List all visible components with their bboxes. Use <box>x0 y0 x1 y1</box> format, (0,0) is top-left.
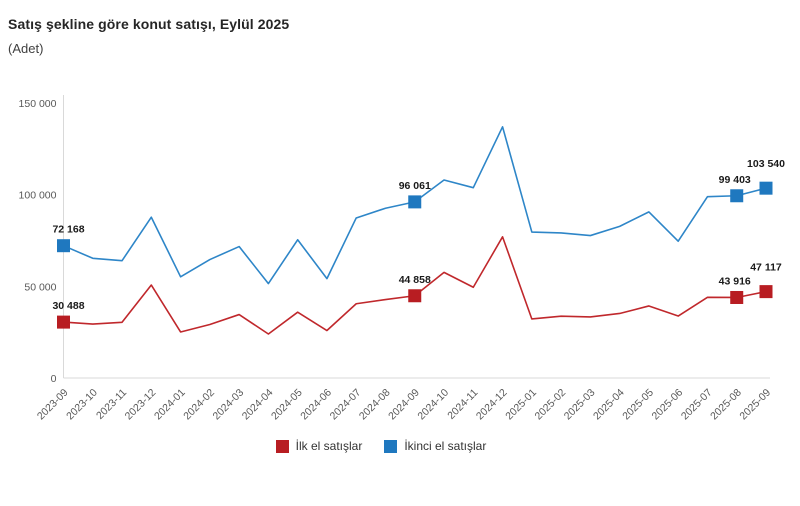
data-point-label: 43 916 <box>719 275 751 287</box>
y-tick-label: 100 000 <box>19 190 57 202</box>
x-tick-label: 2025-01 <box>503 387 539 423</box>
x-tick-label: 2024-06 <box>298 387 334 423</box>
x-tick-label: 2024-03 <box>211 387 247 423</box>
data-point-marker-ilk-el-satislar <box>408 289 422 303</box>
chart-subtitle: (Adet) <box>8 41 44 56</box>
y-tick-label: 50 000 <box>24 281 56 293</box>
data-point-marker-ikinci-el-satislar <box>408 195 422 209</box>
x-tick-label: 2023-09 <box>35 387 71 423</box>
x-tick-label: 2025-05 <box>620 387 656 423</box>
x-tick-label: 2023-10 <box>64 387 100 423</box>
x-tick-label: 2025-06 <box>650 387 686 423</box>
x-tick-label: 2024-12 <box>474 387 510 423</box>
legend-item-ilk-el-satislar[interactable]: İlk el satışlar <box>275 439 363 453</box>
legend-item-ikinci-el-satislar[interactable]: İkinci el satışlar <box>384 439 486 453</box>
data-point-label: 103 540 <box>747 158 785 170</box>
x-tick-label: 2025-07 <box>679 387 715 423</box>
data-point-label: 72 168 <box>52 224 84 236</box>
x-tick-label: 2024-09 <box>386 387 422 423</box>
legend-label: İlk el satışlar <box>295 439 363 453</box>
x-tick-label: 2025-09 <box>737 387 773 423</box>
chart-legend: İlk el satışlar İkinci el satışlar <box>0 439 762 453</box>
x-tick-label: 2025-08 <box>708 387 744 423</box>
x-tick-label: 2024-10 <box>415 387 451 423</box>
data-point-marker-ikinci-el-satislar <box>759 181 773 195</box>
data-point-marker-ikinci-el-satislar <box>57 239 70 253</box>
x-tick-label: 2025-03 <box>562 387 598 423</box>
x-tick-label: 2024-05 <box>269 387 305 423</box>
data-point-label: 96 061 <box>399 180 431 192</box>
y-tick-label: 0 <box>51 373 57 385</box>
data-point-marker-ilk-el-satislar <box>57 315 70 329</box>
x-tick-label: 2025-02 <box>532 387 568 423</box>
x-tick-label: 2024-01 <box>152 387 188 423</box>
data-point-label: 99 403 <box>719 174 751 186</box>
chart-header: Satış şekline göre konut satışı, Eylül 2… <box>8 16 289 56</box>
x-tick-label: 2024-02 <box>181 387 217 423</box>
data-point-label: 44 858 <box>399 274 431 286</box>
x-tick-label: 2023-12 <box>123 387 159 423</box>
data-point-label: 47 117 <box>750 262 782 274</box>
x-tick-label: 2024-08 <box>357 387 393 423</box>
legend-label: İkinci el satışlar <box>404 439 487 453</box>
x-tick-label: 2024-04 <box>240 387 276 423</box>
x-tick-label: 2024-07 <box>328 387 364 423</box>
chart-title: Satış şekline göre konut satışı, Eylül 2… <box>8 16 290 32</box>
data-point-marker-ilk-el-satislar <box>730 290 744 304</box>
y-tick-label: 150 000 <box>19 98 57 110</box>
data-point-label: 30 488 <box>52 300 84 312</box>
legend-swatch <box>275 439 289 453</box>
x-tick-label: 2025-04 <box>591 387 627 423</box>
legend-swatch <box>384 439 398 453</box>
data-point-marker-ilk-el-satislar <box>759 285 773 299</box>
data-point-marker-ikinci-el-satislar <box>730 189 744 203</box>
